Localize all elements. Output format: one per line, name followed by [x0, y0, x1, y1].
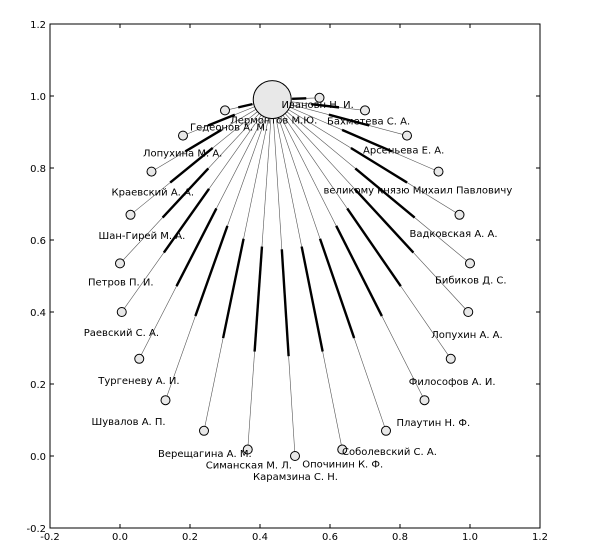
node-label-5: Бибиков Д. С.: [435, 275, 507, 286]
edge-arrow-21: [237, 102, 253, 109]
node-label-4: Вадковская А. А.: [410, 229, 498, 240]
node-5: [465, 258, 475, 269]
labels-layer: Ивановн Н. И. Бахметева С. А. Арсеньева Е.…: [84, 100, 513, 483]
node-3: [433, 166, 444, 177]
edge-arrow-2: [328, 113, 370, 127]
nodes-layer: [115, 80, 475, 461]
edge-arrow-15: [175, 207, 218, 287]
xtick-label-3: 0.4: [252, 532, 268, 543]
ytick-label-6: 1.0: [30, 92, 46, 103]
node-label-11: Карамзина С. Н.: [253, 472, 338, 483]
edge-arrow-7: [346, 207, 402, 287]
node-4: [454, 209, 465, 220]
node-19: [146, 166, 157, 177]
node-label-18: Шан-Гирей М. А.: [99, 231, 186, 242]
edges-layer: [119, 97, 471, 457]
node-label-16: Раевский С. А.: [84, 328, 159, 339]
node-label-15: Тургеневу А. И.: [97, 376, 179, 387]
node-0: [314, 92, 325, 103]
xtick-label-7: 1.2: [532, 532, 548, 543]
node-label-13: Верещагина А. М.: [158, 449, 252, 460]
node-8: [419, 395, 430, 406]
edge-arrow-1: [311, 102, 340, 109]
node-label-7: Философов А. И.: [409, 377, 496, 388]
node-label-8: Плаутин Н. Ф.: [397, 418, 471, 429]
xtick-label-1: 0.0: [112, 532, 128, 543]
ytick-label-5: 0.8: [30, 164, 46, 175]
ytick-label-0: -0.2: [26, 524, 46, 535]
edge-arrow-16: [162, 188, 211, 254]
node-10: [337, 444, 348, 455]
edge-arrow-20: [207, 113, 236, 127]
node-12: [242, 444, 253, 455]
node-21: [220, 105, 230, 116]
ytick-label-3: 0.4: [30, 308, 46, 319]
node-label-20: Лопухина М. А.: [143, 149, 222, 160]
node-11: [290, 451, 300, 461]
node-2: [402, 130, 412, 141]
edge-arrow-14: [194, 225, 229, 317]
node-label-10: Опочинин К. Ф.: [302, 460, 383, 471]
xtick-label-5: 0.8: [392, 532, 408, 543]
node-13: [199, 425, 209, 436]
edge-arrow-17: [161, 167, 210, 219]
xtick-label-2: 0.2: [182, 532, 198, 543]
center-node-label: Лермонтов М.Ю.: [230, 116, 317, 127]
edge-arrow-12: [253, 246, 264, 352]
edge-arrow-4: [350, 146, 408, 184]
edge-arrow-13: [221, 238, 245, 339]
node-label-6: Лопухин А. А.: [431, 330, 502, 341]
node-label-17: Петров П. И.: [88, 277, 154, 288]
edge-arrow-9: [318, 238, 356, 339]
edge-arrow-19: [184, 128, 223, 153]
edge-arrow-18: [169, 147, 214, 184]
node-9: [381, 425, 391, 436]
node-label-14: Шувалов А. П.: [92, 417, 166, 428]
node-14: [160, 395, 171, 406]
ytick-label-4: 0.6: [30, 236, 46, 247]
edge-arrow-0: [292, 97, 307, 101]
edge-arrow-6: [353, 187, 415, 254]
node-label-2: Арсеньева Е. А.: [363, 146, 444, 157]
node-label-1: Бахметева С. А.: [327, 116, 410, 127]
xtick-label-0: -0.2: [40, 532, 60, 543]
node-label-3: великому князю Михаил Павловичу: [324, 186, 513, 197]
node-17: [115, 258, 125, 269]
node-16: [116, 307, 127, 317]
ytick-label-2: 0.2: [30, 380, 46, 391]
node-20: [178, 130, 188, 141]
node-label-9: Соболевский С. А.: [342, 447, 437, 458]
xtick-label-6: 1.0: [462, 532, 478, 543]
node-7: [445, 353, 456, 364]
edge-arrow-5: [354, 167, 416, 219]
edge-arrow-10: [300, 246, 324, 352]
xtick-label-4: 0.6: [322, 532, 338, 543]
edge-arrow-11: [280, 249, 290, 357]
axes-layer: -0.2 0.0 0.2 0.4 0.6 0.8 1.0 1.2 -0.2 0.0 0.2 0.4 0.…: [26, 20, 547, 543]
node-15: [134, 353, 145, 364]
node-18: [125, 209, 136, 220]
ytick-label-7: 1.2: [30, 20, 46, 31]
node-label-12: Симанская М. Л.: [206, 461, 292, 472]
node-6: [463, 307, 474, 317]
node-label-21: Гедеонов А. М.: [190, 122, 268, 133]
edge-arrow-3: [341, 128, 393, 153]
edge-arrow-8: [335, 225, 383, 317]
node-label-19: Краевский А. А.: [112, 188, 195, 199]
plot-frame: [49, 23, 541, 529]
node-1: [360, 105, 370, 116]
ytick-label-1: 0.0: [30, 452, 46, 463]
center-node: [252, 80, 292, 120]
node-label-0: Ивановн Н. И.: [282, 100, 354, 111]
